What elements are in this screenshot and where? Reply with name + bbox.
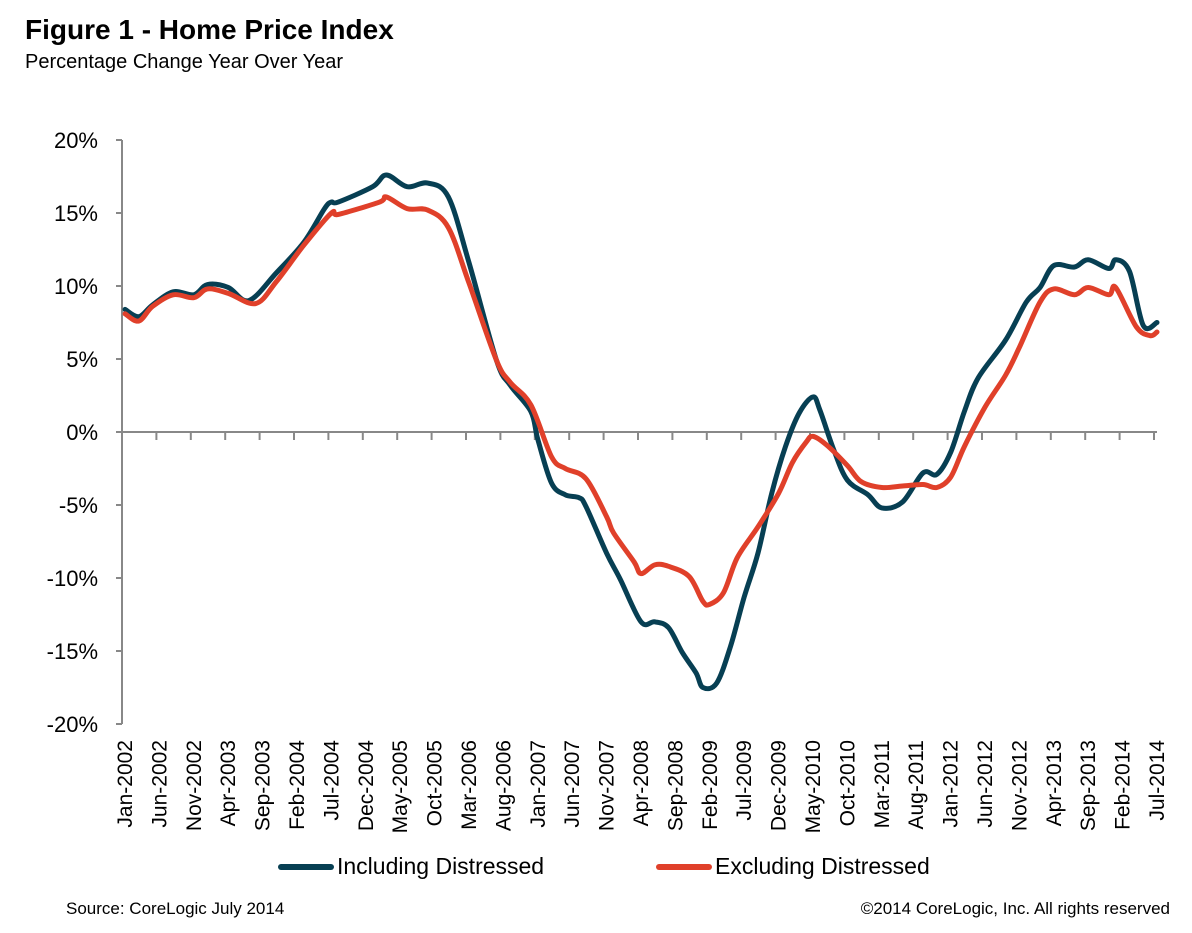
x-tick-label: Jul-2009	[733, 740, 756, 821]
x-tick-label: Jan-2007	[527, 740, 550, 828]
copyright-note: ©2014 CoreLogic, Inc. All rights reserve…	[860, 899, 1170, 918]
x-tick-label: Feb-2009	[699, 740, 722, 830]
legend-swatch-excluding	[656, 863, 712, 870]
x-tick-label: Jan-2002	[114, 740, 137, 828]
legend-swatch-including	[278, 863, 334, 870]
x-tick-label: Dec-2009	[768, 740, 791, 831]
x-tick-label: Aug-2006	[492, 740, 515, 831]
x-tick-label: May-2005	[389, 740, 412, 833]
x-tick-label: Nov-2002	[183, 740, 206, 831]
x-tick-label: Apr-2008	[630, 740, 653, 826]
x-tick-label: Sep-2013	[1077, 740, 1100, 831]
legend-item-excluding: Excluding Distressed	[656, 853, 930, 880]
x-tick-label: Jun-2007	[561, 740, 584, 828]
x-tick-label: Jun-2002	[148, 740, 171, 828]
y-tick-label: -10%	[47, 566, 98, 591]
source-note: Source: CoreLogic July 2014	[66, 899, 285, 918]
y-tick-label: -20%	[47, 712, 98, 737]
x-tick-label: Nov-2012	[1008, 740, 1031, 831]
legend-item-including: Including Distressed	[278, 853, 544, 880]
legend-label-including: Including Distressed	[337, 853, 545, 879]
x-tick-label: Apr-2003	[217, 740, 240, 826]
y-tick-label: 15%	[54, 201, 98, 226]
y-tick-label: -5%	[59, 493, 98, 518]
y-tick-label: 10%	[54, 274, 98, 299]
x-tick-label: Oct-2010	[836, 740, 859, 826]
chart-title: Figure 1 - Home Price Index	[25, 14, 394, 45]
x-tick-label: Nov-2007	[596, 740, 619, 831]
x-tick-label: Jul-2004	[320, 740, 343, 821]
y-tick-label: 20%	[54, 128, 98, 153]
chart-subtitle: Percentage Change Year Over Year	[25, 51, 344, 73]
legend-label-excluding: Excluding Distressed	[715, 853, 930, 879]
x-tick-label: Jun-2012	[974, 740, 997, 828]
x-tick-label: May-2010	[802, 740, 825, 833]
series-line-including-distressed	[122, 172, 1160, 692]
series-line-excluding-distressed	[122, 194, 1160, 608]
x-tick-label: Sep-2008	[664, 740, 687, 831]
x-tick-label: Jul-2014	[1146, 740, 1169, 821]
x-tick-label: Jan-2012	[940, 740, 963, 828]
x-tick-label: Feb-2014	[1112, 740, 1135, 830]
x-tick-label: Sep-2003	[252, 740, 275, 831]
y-tick-label: 0%	[66, 420, 98, 445]
x-tick-label: Dec-2004	[355, 740, 378, 831]
y-tick-label: -15%	[47, 639, 98, 664]
x-tick-label: Feb-2004	[286, 740, 309, 830]
x-tick-label: Mar-2011	[871, 740, 894, 828]
y-tick-label: 5%	[66, 347, 98, 372]
x-tick-label: Aug-2011	[905, 740, 928, 830]
x-tick-label: Mar-2006	[458, 740, 481, 830]
x-tick-label: Oct-2005	[424, 740, 447, 826]
x-tick-label: Apr-2013	[1043, 740, 1066, 826]
